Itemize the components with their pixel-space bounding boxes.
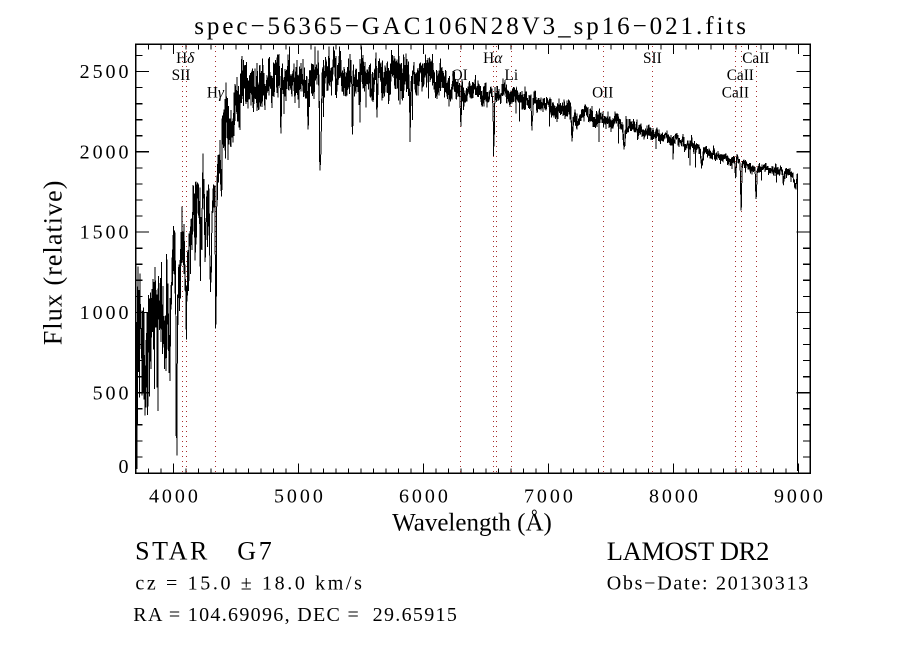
svg-text:Hα: Hα [483, 50, 503, 67]
svg-text:RA = 104.69096, DEC = 29.6591: RA = 104.69096, DEC = 29.65915 [133, 604, 458, 626]
svg-text:STAR G7: STAR G7 [135, 537, 274, 566]
svg-text:Flux (relative): Flux (relative) [39, 179, 68, 345]
svg-text:4000: 4000 [149, 485, 201, 507]
svg-text:SII: SII [643, 50, 662, 67]
svg-text:OI: OI [452, 67, 468, 84]
svg-text:Hγ: Hγ [207, 85, 225, 102]
svg-text:Wavelength (Å): Wavelength (Å) [392, 509, 552, 536]
svg-text:8000: 8000 [649, 485, 701, 507]
svg-text:500: 500 [93, 382, 132, 404]
svg-text:9000: 9000 [774, 485, 826, 507]
svg-text:1500: 1500 [80, 222, 132, 244]
svg-text:OII: OII [592, 85, 613, 102]
svg-text:2000: 2000 [80, 141, 132, 163]
svg-text:Hδ: Hδ [176, 50, 195, 67]
svg-text:CaII: CaII [722, 85, 749, 102]
svg-text:1000: 1000 [80, 302, 132, 324]
svg-text:Obs−Date: 20130313: Obs−Date: 20130313 [607, 573, 810, 595]
svg-text:6000: 6000 [399, 485, 451, 507]
svg-text:2500: 2500 [80, 61, 132, 83]
svg-text:7000: 7000 [524, 485, 576, 507]
svg-text:5000: 5000 [274, 485, 326, 507]
svg-text:CaII: CaII [742, 50, 769, 67]
svg-text:0: 0 [119, 456, 129, 478]
svg-text:SII: SII [172, 67, 191, 84]
svg-text:CaII: CaII [727, 67, 754, 84]
svg-text:spec−56365−GAC106N28V3_sp16−02: spec−56365−GAC106N28V3_sp16−021.fits [194, 13, 749, 40]
svg-text:Li: Li [504, 67, 518, 84]
svg-text:LAMOST DR2: LAMOST DR2 [607, 536, 769, 566]
svg-text:cz = 15.0 ± 18.0 km/s: cz = 15.0 ± 18.0 km/s [135, 572, 364, 594]
